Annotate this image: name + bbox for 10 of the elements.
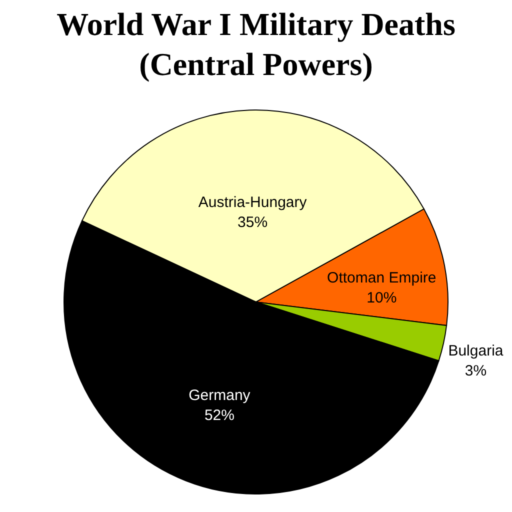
data-label: 52%: [204, 407, 234, 424]
data-label: 35%: [238, 214, 268, 232]
data-label: 3%: [464, 362, 487, 380]
slice-label: Germany: [188, 387, 251, 404]
text: (Central Powers): [139, 46, 373, 82]
slice-label: Bulgaria: [448, 342, 504, 360]
slice-label: Ottoman Empire: [327, 270, 436, 287]
data-label: 10%: [366, 290, 397, 307]
text: World War I Military Deaths: [56, 6, 456, 42]
slice-label: Austria-Hungary: [198, 194, 308, 212]
